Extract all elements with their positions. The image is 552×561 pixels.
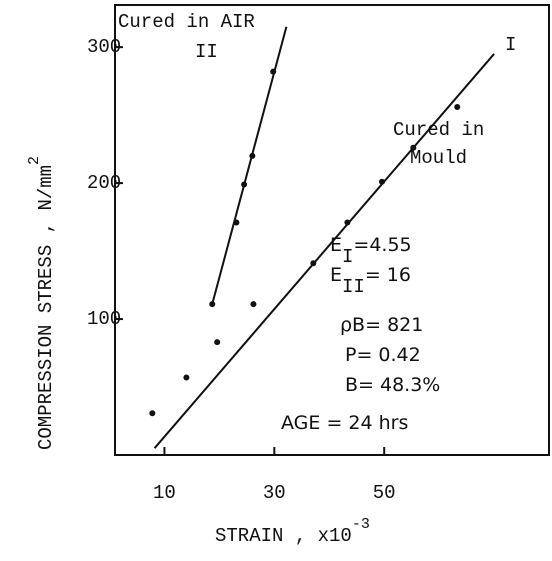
annotation-text: AGE — [281, 412, 320, 434]
y-tick-label: 200 — [87, 172, 121, 194]
fit-line — [211, 26, 288, 305]
data-point — [410, 144, 417, 151]
annotation-value: =4.55 — [353, 234, 411, 256]
annotation: P= 0.42 — [345, 344, 421, 366]
annotation: EII= 16 — [330, 264, 411, 299]
annotation-value: = 0.42 — [356, 344, 420, 366]
annotation-text: B — [345, 374, 358, 396]
data-point — [183, 374, 190, 381]
annotation-text: E — [330, 264, 342, 286]
x-axis-label-sup: -3 — [352, 516, 370, 533]
annotation-text: E — [330, 234, 342, 256]
series-label: II — [195, 41, 218, 63]
data-point — [233, 219, 240, 226]
annotation: AGE = 24 hrs — [281, 412, 408, 434]
annotation-value: = 16 — [365, 264, 411, 286]
data-point — [270, 68, 277, 75]
annotation-sub: II — [342, 276, 365, 298]
annotation-text: ρB — [340, 314, 365, 336]
data-point — [149, 410, 156, 417]
data-point — [209, 301, 216, 308]
data-point — [344, 219, 351, 226]
data-point — [250, 301, 257, 308]
annotation-value: = 24 hrs — [320, 412, 408, 434]
y-axis-label: COMPRESSION STRESS , N/mm2 — [26, 156, 57, 450]
data-point — [241, 181, 248, 188]
fit-line — [153, 53, 495, 449]
data-point — [378, 178, 385, 185]
series-label: I — [505, 34, 516, 56]
series-name: Cured in AIR — [118, 11, 255, 33]
annotation-value: = 821 — [365, 314, 423, 336]
x-tick-label: 50 — [373, 482, 396, 504]
data-point — [310, 260, 317, 267]
y-tick-label: 100 — [87, 308, 121, 330]
y-tick-label: 300 — [87, 36, 121, 58]
annotation-sub: I — [342, 246, 353, 268]
y-axis-label-text: COMPRESSION STRESS , N/mm — [35, 165, 57, 450]
annotation-text: P — [345, 344, 356, 366]
annotation: ρB= 821 — [340, 314, 423, 336]
x-axis-label: STRAIN , x10-3 — [215, 516, 370, 547]
annotation: B= 48.3% — [345, 374, 440, 396]
series-name: Mould — [410, 147, 467, 169]
y-axis-label-sup: 2 — [26, 156, 43, 165]
data-point — [214, 339, 221, 346]
annotation-value: = 48.3% — [358, 374, 440, 396]
x-axis-label-text: STRAIN , x10 — [215, 525, 352, 547]
annotation: EI=4.55 — [330, 234, 412, 269]
data-point — [454, 103, 461, 110]
data-point — [249, 152, 256, 159]
x-tick-label: 10 — [153, 482, 176, 504]
series-name: Cured in — [393, 119, 484, 141]
x-tick-label: 30 — [263, 482, 286, 504]
plot-frame — [114, 4, 550, 456]
